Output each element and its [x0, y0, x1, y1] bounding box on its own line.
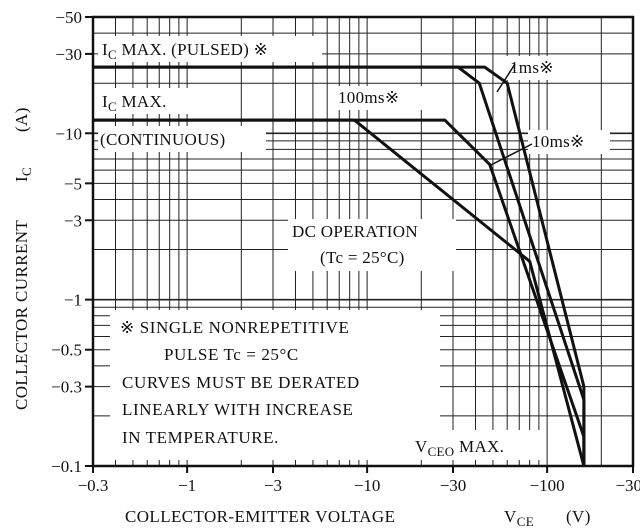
label-bg-pulsed	[98, 36, 322, 62]
x-tick-label: −0.3	[78, 476, 109, 495]
y-tick-label: −0.3	[51, 378, 82, 397]
dc-operation-label: DC OPERATION	[292, 222, 418, 241]
label-bg-100ms	[334, 86, 424, 110]
note-line-5: IN TEMPERATURE.	[122, 428, 279, 447]
series-label-10ms: 10ms※	[532, 132, 585, 151]
note-line-2: PULSE Tc = 25°C	[164, 345, 299, 364]
label-bg-1ms	[506, 56, 574, 80]
note-line-3: CURVES MUST BE DERATED	[122, 373, 360, 392]
ic-max-label: IC MAX.	[102, 92, 167, 114]
vceo-max-label: VCEO MAX.	[415, 437, 504, 459]
x-axis-unit: (V)	[566, 507, 591, 526]
dc-temperature-label: (Tc = 25°C)	[320, 248, 405, 267]
leader-1ms	[496, 63, 516, 93]
y-tick-label: −30	[55, 45, 82, 64]
x-tick-label: −3	[264, 476, 282, 495]
label-bg-dc	[288, 219, 456, 271]
x-tick-label: −30	[440, 476, 467, 495]
continuous-label: (CONTINUOUS)	[100, 130, 225, 149]
y-tick-label: −0.5	[51, 341, 82, 360]
series-line-3	[93, 118, 586, 467]
y-tick-label: −5	[64, 174, 82, 193]
label-bg-icmax	[98, 88, 194, 114]
note-line-1: ※ SINGLE NONREPETITIVE	[120, 318, 350, 337]
y-axis-symbol: IC	[12, 167, 34, 182]
y-tick-label: −1	[64, 291, 82, 310]
label-bg-vceo	[410, 430, 544, 460]
y-tick-label: −10	[55, 124, 82, 143]
label-bg-10ms	[528, 130, 610, 154]
y-axis-unit: (A)	[12, 107, 31, 132]
y-tick-label: −50	[55, 8, 82, 27]
note-line-4: LINEARLY WITH INCREASE	[122, 400, 354, 419]
x-tick-label: −1	[178, 476, 196, 495]
y-tick-label: −3	[64, 211, 82, 230]
series-lines	[93, 65, 586, 467]
label-bg-continuous	[98, 126, 266, 152]
ic-max-pulsed-label: IC MAX. (PULSED) ※	[102, 40, 268, 62]
series-line-1	[93, 65, 586, 466]
axis-ticks: −50−30−10−5−3−1−0.5−0.3−0.1−0.3 −1 −3 −10 −3…	[51, 8, 640, 495]
y-axis-title: COLLECTOR CURRENT	[12, 220, 31, 410]
x-axis-symbol: VCE	[504, 507, 534, 529]
plot-frame	[91, 15, 635, 468]
x-tick-label: −300	[615, 476, 640, 495]
y-tick-label: −0.1	[51, 457, 82, 476]
x-axis-title: COLLECTOR-EMITTER VOLTAGE	[125, 507, 395, 526]
label-bg-note	[110, 310, 440, 460]
series-label-100ms: 100ms※	[338, 88, 399, 107]
x-tick-label: −10	[354, 476, 381, 495]
series-label-1ms: 1ms※	[510, 58, 554, 77]
x-tick-label: −100	[530, 476, 565, 495]
leader-10ms	[488, 143, 533, 167]
y-axis-title-group: COLLECTOR CURRENT IC (A)	[12, 107, 34, 410]
